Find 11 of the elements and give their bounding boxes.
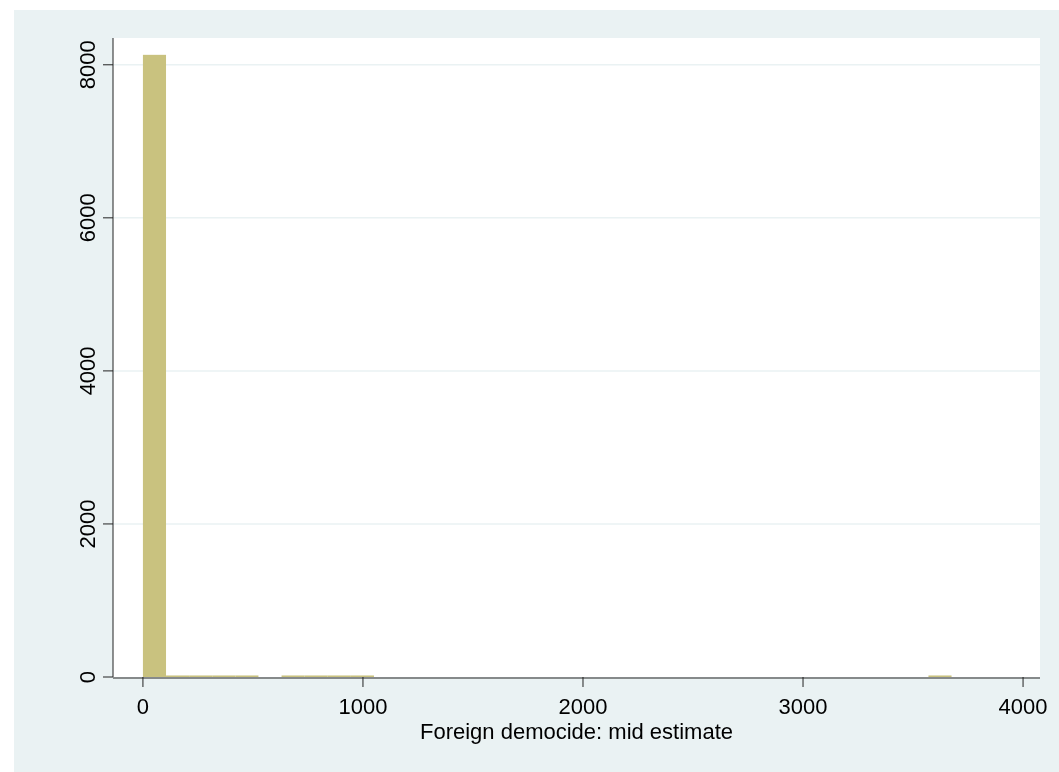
x-axis-title: Foreign democide: mid estimate bbox=[419, 719, 734, 744]
x-tick-label: 1000 bbox=[338, 694, 388, 719]
y-tick-label: 6000 bbox=[75, 193, 100, 243]
x-tick-label: 4000 bbox=[998, 694, 1048, 719]
y-tick-label: 0 bbox=[75, 670, 100, 684]
y-tick-label: 2000 bbox=[75, 499, 100, 549]
x-tick-label: 0 bbox=[136, 694, 150, 719]
y-tick-label: 8000 bbox=[75, 40, 100, 90]
y-tick-label: 4000 bbox=[75, 346, 100, 396]
x-tick-label: 2000 bbox=[558, 694, 608, 719]
x-tick-label: 3000 bbox=[778, 694, 828, 719]
